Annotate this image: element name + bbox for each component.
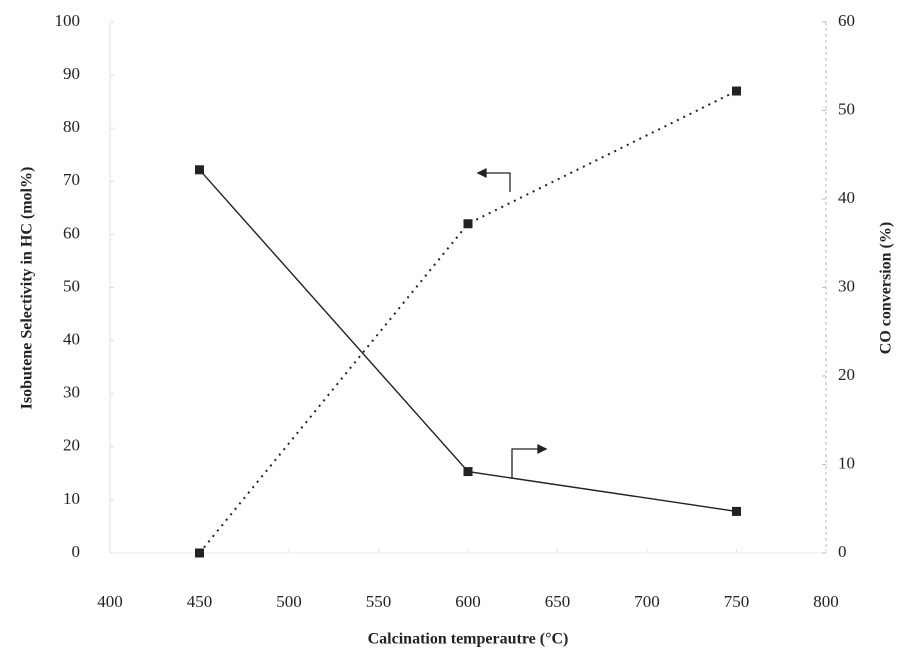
x-tick-label: 550 bbox=[366, 592, 392, 611]
arrow-right bbox=[511, 448, 546, 478]
x-tick-label: 750 bbox=[724, 592, 750, 611]
y-tick-label: 60 bbox=[63, 223, 80, 242]
marker bbox=[463, 219, 473, 229]
x-tick-label: 600 bbox=[455, 592, 481, 611]
marker bbox=[732, 86, 741, 96]
y-tick-label: 10 bbox=[63, 489, 80, 508]
y-tick-label: 50 bbox=[63, 276, 80, 295]
marker bbox=[732, 506, 741, 516]
y-tick-label: 100 bbox=[55, 11, 81, 30]
y2-tick-label: 50 bbox=[838, 99, 855, 118]
arrow-left bbox=[478, 172, 511, 192]
y-tick-label: 30 bbox=[63, 383, 80, 402]
x-tick-label: 400 bbox=[97, 592, 123, 611]
x-tick-label: 700 bbox=[634, 592, 660, 611]
y2-tick-label: 10 bbox=[838, 453, 855, 472]
y-tick-label: 40 bbox=[63, 330, 80, 349]
x-tick-label: 650 bbox=[545, 592, 571, 611]
arrow-head bbox=[537, 443, 548, 455]
x-tick-label: 500 bbox=[276, 592, 302, 611]
y-tick-label: 0 bbox=[72, 542, 81, 561]
x-tick-label: 800 bbox=[813, 592, 839, 611]
y2-tick-label: 40 bbox=[838, 188, 855, 207]
y-tick-label: 20 bbox=[63, 436, 80, 455]
y-tick-label: 90 bbox=[63, 64, 80, 83]
x-axis-title: Calcination temperautre (°C) bbox=[368, 631, 569, 648]
y-tick-label: 70 bbox=[63, 170, 80, 189]
y-axis-title: Isobutene Selectivity in HC (mol%) bbox=[19, 167, 36, 410]
x-tick-label: 450 bbox=[187, 592, 213, 611]
y2-tick-label: 60 bbox=[838, 11, 855, 30]
marker bbox=[195, 548, 204, 558]
marker bbox=[463, 467, 473, 477]
y2-tick-label: 0 bbox=[838, 542, 847, 561]
y2-tick-label: 30 bbox=[838, 276, 855, 295]
y2-axis-title: CO conversion (%) bbox=[878, 222, 895, 354]
marker bbox=[195, 165, 204, 175]
y-tick-label: 80 bbox=[63, 117, 80, 136]
series-line bbox=[198, 90, 737, 554]
annotation-arrows bbox=[476, 167, 548, 478]
y2-tick-label: 20 bbox=[838, 365, 855, 384]
arrow-head bbox=[476, 167, 487, 179]
